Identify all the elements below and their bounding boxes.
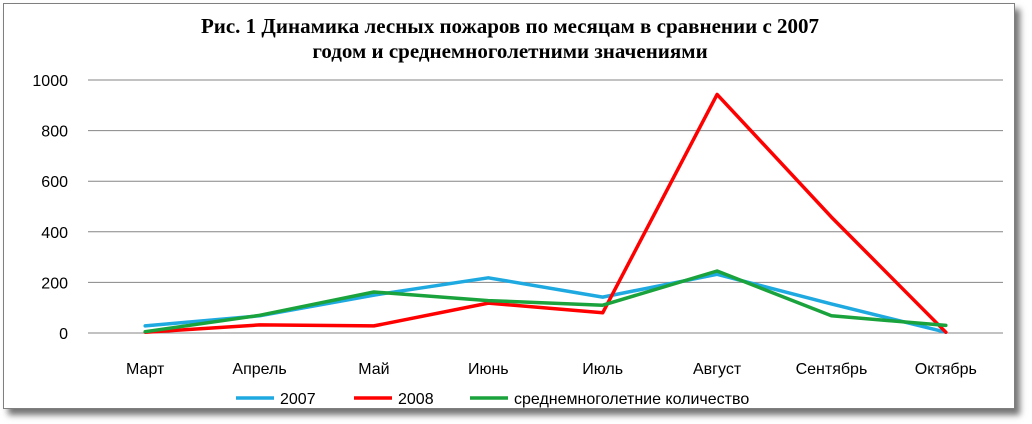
- x-tick-label: Октябрь: [915, 361, 977, 378]
- y-tick-label: 1000: [32, 73, 68, 90]
- legend-label-0: 2007: [280, 391, 316, 408]
- series-line-1: [143, 92, 948, 334]
- chart-title-line-2: годом и среднемноголетними значениями: [312, 39, 708, 63]
- x-tick-label: Июль: [582, 361, 623, 378]
- x-tick-label: Сентябрь: [796, 361, 868, 378]
- x-tick-label: Июнь: [468, 361, 509, 378]
- y-tick-label: 0: [59, 326, 68, 343]
- series-line-2: [143, 269, 948, 334]
- x-tick-label: Март: [126, 361, 165, 378]
- x-tick-label: Апрель: [232, 361, 286, 378]
- x-tick-label: Август: [693, 361, 742, 378]
- y-tick-label: 600: [41, 174, 68, 191]
- legend-label-2: среднемноголетние количество: [514, 391, 749, 408]
- chart-title: Рис. 1 Динамика лесных пожаров по месяца…: [60, 14, 960, 64]
- y-tick-label: 400: [41, 225, 68, 242]
- x-tick-label: Май: [358, 361, 389, 378]
- y-tick-label: 800: [41, 124, 68, 141]
- chart-frame: [3, 3, 1015, 409]
- y-tick-label: 200: [41, 275, 68, 292]
- legend-label-1: 2008: [398, 391, 434, 408]
- chart-title-line-1: Рис. 1 Динамика лесных пожаров по месяца…: [200, 14, 820, 38]
